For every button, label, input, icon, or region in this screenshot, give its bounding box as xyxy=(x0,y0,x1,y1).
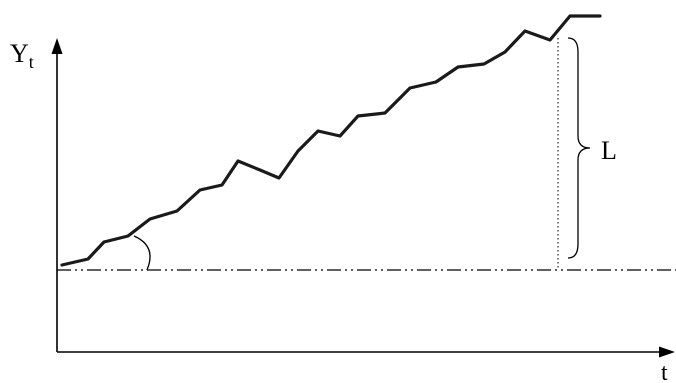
angle-arc xyxy=(133,235,151,271)
x-axis-label: t xyxy=(661,360,668,383)
y-axis-label: Yt xyxy=(10,39,34,72)
brace-label: L xyxy=(601,136,617,165)
y-axis-label-main: Y xyxy=(10,39,29,68)
y-axis-arrowhead xyxy=(51,38,63,54)
curly-brace xyxy=(567,37,591,259)
x-axis-arrowhead xyxy=(659,346,675,358)
y-axis-label-subscript: t xyxy=(29,52,34,72)
trend-line xyxy=(60,14,602,267)
